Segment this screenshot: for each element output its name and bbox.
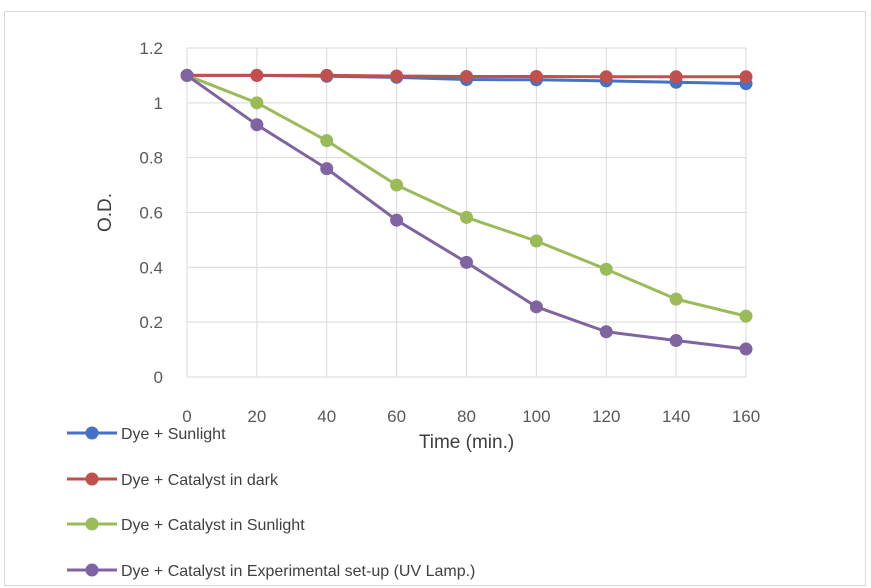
od-line-chart: 00.20.40.60.811.2 0 20 40 60 80 100 120 140 160 … [67,39,760,580]
grid-lines [186,47,747,378]
y-tick-labels: 0 0.2 0.4 0.6 0.8 1 1.2 [139,39,163,387]
data-point [390,69,404,83]
legend-swatch-marker [85,563,99,577]
data-point [180,68,194,82]
legend-label: Dye + Catalyst in dark [121,472,279,489]
legend: Dye + Sunlight Dye + Catalyst in dark Dye … [67,426,475,580]
data-point [739,342,753,356]
x-tick-label: 60 [387,407,406,426]
legend-label: Dye + Catalyst in Experimental set-up (U… [121,563,475,580]
x-tick-label: 80 [457,407,476,426]
data-point [320,134,334,148]
x-tick-label: 40 [317,407,336,426]
data-point [390,213,404,227]
series-group [180,68,753,356]
x-tick-label: 160 [732,407,760,426]
x-axis-title: Time (min.) [419,432,514,453]
legend-swatch-marker [85,472,99,486]
data-point [739,309,753,323]
x-tick-label: 20 [247,407,266,426]
y-axis-title: O.D. [95,193,116,232]
data-point [390,178,404,192]
data-point [460,210,473,224]
data-point [599,70,613,84]
legend-swatch-marker [85,426,99,440]
data-point [669,70,683,84]
data-point [460,255,473,269]
data-point [739,70,753,84]
data-point [250,96,264,110]
data-point [320,162,334,176]
data-point [460,70,473,84]
series-4 [180,68,753,356]
legend-swatch-marker [85,517,99,531]
legend-label: Dye + Catalyst in Sunlight [121,517,305,534]
data-point [320,68,334,82]
data-point [599,262,613,276]
data-point [669,292,683,306]
data-point [250,68,264,82]
data-point [529,234,543,248]
legend-label: Dye + Sunlight [121,426,226,443]
data-point [599,325,613,339]
x-tick-label: 140 [662,407,690,426]
legend-item: Dye + Sunlight [67,426,226,443]
data-point [529,70,543,84]
data-point [250,118,264,132]
y-tick-label: 1 [154,94,163,113]
y-tick-label: 0 [154,368,163,387]
x-tick-label: 100 [522,407,550,426]
y-tick-label: 0.8 [139,149,163,168]
data-point [669,334,683,348]
x-tick-label: 120 [592,407,620,426]
x-tick-label: 0 [182,407,191,426]
y-tick-label: 0.6 [139,204,163,223]
legend-item: Dye + Catalyst in Sunlight [67,517,305,534]
y-tick-label: 0.2 [139,313,163,332]
legend-item: Dye + Catalyst in Experimental set-up (U… [67,563,475,580]
chart-frame: 0 0.2 0.4 0.6 0.8 1 1.2 0 20 40 60 80 100 120 140 160 … [4,11,866,586]
y-tick-label: 0.4 [139,258,163,277]
y-tick-label: 1.2 [139,39,163,58]
legend-item: Dye + Catalyst in dark [67,472,279,489]
x-tick-labels: 0 20 40 60 80 100 120 140 160 [182,407,760,426]
data-point [529,300,543,314]
